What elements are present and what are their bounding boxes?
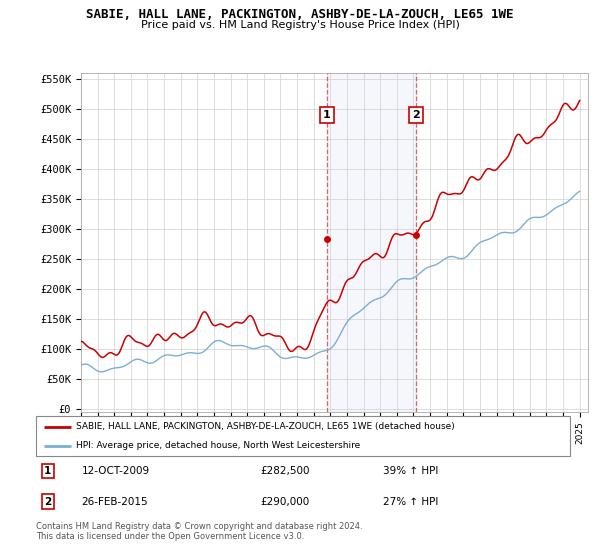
Text: 27% ↑ HPI: 27% ↑ HPI bbox=[383, 497, 439, 507]
Text: 2: 2 bbox=[412, 110, 420, 120]
Text: £290,000: £290,000 bbox=[260, 497, 310, 507]
Text: 1: 1 bbox=[44, 466, 52, 476]
Text: £282,500: £282,500 bbox=[260, 466, 310, 476]
Text: Contains HM Land Registry data © Crown copyright and database right 2024.
This d: Contains HM Land Registry data © Crown c… bbox=[36, 522, 362, 542]
Text: SABIE, HALL LANE, PACKINGTON, ASHBY-DE-LA-ZOUCH, LE65 1WE: SABIE, HALL LANE, PACKINGTON, ASHBY-DE-L… bbox=[86, 8, 514, 21]
Text: 39% ↑ HPI: 39% ↑ HPI bbox=[383, 466, 439, 476]
Text: 26-FEB-2015: 26-FEB-2015 bbox=[82, 497, 148, 507]
FancyBboxPatch shape bbox=[36, 416, 570, 456]
Text: Price paid vs. HM Land Registry's House Price Index (HPI): Price paid vs. HM Land Registry's House … bbox=[140, 20, 460, 30]
Text: 1: 1 bbox=[323, 110, 331, 120]
Text: 2: 2 bbox=[44, 497, 52, 507]
Text: SABIE, HALL LANE, PACKINGTON, ASHBY-DE-LA-ZOUCH, LE65 1WE (detached house): SABIE, HALL LANE, PACKINGTON, ASHBY-DE-L… bbox=[76, 422, 455, 431]
Text: HPI: Average price, detached house, North West Leicestershire: HPI: Average price, detached house, Nort… bbox=[76, 441, 360, 450]
Bar bbox=[326, 73, 416, 412]
Text: 12-OCT-2009: 12-OCT-2009 bbox=[82, 466, 149, 476]
